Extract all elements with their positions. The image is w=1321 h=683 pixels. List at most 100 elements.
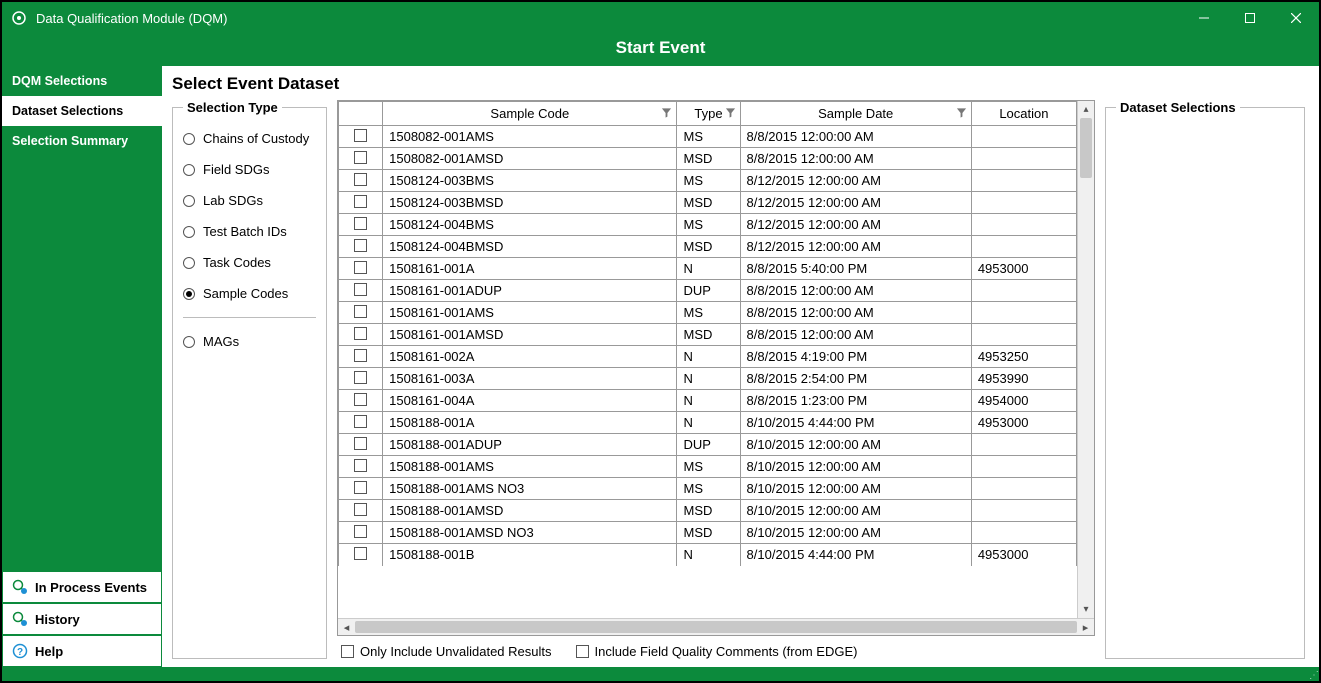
sidebar-item-dataset-selections[interactable]: Dataset Selections [2, 96, 162, 126]
cell-location: 4954000 [971, 390, 1076, 412]
row-checkbox[interactable] [354, 547, 367, 560]
table-row[interactable]: 1508188-001AMS NO3MS8/10/2015 12:00:00 A… [339, 478, 1077, 500]
cell-sample-date: 8/10/2015 4:44:00 PM [740, 544, 971, 566]
table-row[interactable]: 1508188-001AMSD NO3MSD8/10/2015 12:00:00… [339, 522, 1077, 544]
filter-icon[interactable] [725, 106, 736, 121]
column-header-code[interactable]: Sample Code [383, 102, 677, 126]
bottom-options: Only Include Unvalidated Results Include… [337, 636, 1095, 659]
table-row[interactable]: 1508124-003BMSMS8/12/2015 12:00:00 AM [339, 170, 1077, 192]
table-row[interactable]: 1508161-003AN8/8/2015 2:54:00 PM4953990 [339, 368, 1077, 390]
scroll-thumb[interactable] [1080, 118, 1092, 178]
row-checkbox[interactable] [354, 503, 367, 516]
sidebar-item-selection-summary[interactable]: Selection Summary [2, 126, 162, 156]
row-checkbox[interactable] [354, 239, 367, 252]
table-row[interactable]: 1508161-004AN8/8/2015 1:23:00 PM4954000 [339, 390, 1077, 412]
selection-type-divider [183, 317, 316, 318]
row-checkbox[interactable] [354, 393, 367, 406]
row-checkbox[interactable] [354, 371, 367, 384]
table-row[interactable]: 1508188-001AMSMS8/10/2015 12:00:00 AM [339, 456, 1077, 478]
cell-sample-date: 8/8/2015 5:40:00 PM [740, 258, 971, 280]
row-checkbox[interactable] [354, 525, 367, 538]
minimize-button[interactable] [1181, 2, 1227, 34]
maximize-button[interactable] [1227, 2, 1273, 34]
table-row[interactable]: 1508188-001BN8/10/2015 4:44:00 PM4953000 [339, 544, 1077, 566]
row-checkbox[interactable] [354, 195, 367, 208]
cell-type: N [677, 346, 740, 368]
scroll-right-icon[interactable]: ▸ [1077, 621, 1094, 634]
radio-mags[interactable]: MAGs [183, 326, 316, 357]
table-row[interactable]: 1508161-001AN8/8/2015 5:40:00 PM4953000 [339, 258, 1077, 280]
scroll-up-icon[interactable]: ▴ [1078, 101, 1094, 118]
radio-test-batch-ids[interactable]: Test Batch IDs [183, 216, 316, 247]
sidebar-item-dqm-selections[interactable]: DQM Selections [2, 66, 162, 96]
statusbar: ⋰ [2, 667, 1319, 681]
cell-type: MS [677, 170, 740, 192]
selection-type-legend: Selection Type [183, 100, 282, 115]
cell-sample-date: 8/10/2015 12:00:00 AM [740, 456, 971, 478]
radio-sample-codes[interactable]: Sample Codes [183, 278, 316, 309]
row-checkbox[interactable] [354, 305, 367, 318]
row-checkbox[interactable] [354, 459, 367, 472]
cell-sample-date: 8/10/2015 12:00:00 AM [740, 522, 971, 544]
row-checkbox[interactable] [354, 217, 367, 230]
data-grid[interactable]: Sample CodeTypeSample DateLocation 15080… [338, 101, 1077, 566]
grid-panel: Sample CodeTypeSample DateLocation 15080… [337, 100, 1095, 659]
scroll-down-icon[interactable]: ▾ [1078, 601, 1094, 618]
resize-grip-icon[interactable]: ⋰ [1309, 670, 1317, 681]
cell-sample-date: 8/8/2015 12:00:00 AM [740, 324, 971, 346]
close-button[interactable] [1273, 2, 1319, 34]
only-unvalidated-checkbox[interactable]: Only Include Unvalidated Results [341, 644, 552, 659]
hscroll-thumb[interactable] [355, 621, 1077, 633]
table-row[interactable]: 1508161-001AMSDMSD8/8/2015 12:00:00 AM [339, 324, 1077, 346]
row-checkbox[interactable] [354, 129, 367, 142]
cell-sample-code: 1508188-001ADUP [383, 434, 677, 456]
table-row[interactable]: 1508082-001AMSMS8/8/2015 12:00:00 AM [339, 126, 1077, 148]
cell-sample-date: 8/10/2015 12:00:00 AM [740, 434, 971, 456]
table-row[interactable]: 1508188-001ADUPDUP8/10/2015 12:00:00 AM [339, 434, 1077, 456]
column-header-type[interactable]: Type [677, 102, 740, 126]
table-row[interactable]: 1508161-001AMSMS8/8/2015 12:00:00 AM [339, 302, 1077, 324]
cell-sample-code: 1508188-001B [383, 544, 677, 566]
radio-field-sdgs[interactable]: Field SDGs [183, 154, 316, 185]
radio-task-codes[interactable]: Task Codes [183, 247, 316, 278]
row-checkbox[interactable] [354, 151, 367, 164]
sidebar-link-in-process-events[interactable]: In Process Events [2, 571, 162, 603]
row-checkbox[interactable] [354, 283, 367, 296]
table-row[interactable]: 1508082-001AMSDMSD8/8/2015 12:00:00 AM [339, 148, 1077, 170]
table-row[interactable]: 1508188-001AMSDMSD8/10/2015 12:00:00 AM [339, 500, 1077, 522]
row-checkbox[interactable] [354, 437, 367, 450]
column-header-loc[interactable]: Location [971, 102, 1076, 126]
row-checkbox[interactable] [354, 327, 367, 340]
cell-sample-date: 8/10/2015 12:00:00 AM [740, 500, 971, 522]
column-header-date[interactable]: Sample Date [740, 102, 971, 126]
cell-type: DUP [677, 434, 740, 456]
scroll-left-icon[interactable]: ◂ [338, 621, 355, 634]
row-checkbox[interactable] [354, 173, 367, 186]
sidebar-link-help[interactable]: ?Help [2, 635, 162, 667]
row-checkbox[interactable] [354, 261, 367, 274]
row-checkbox[interactable] [354, 415, 367, 428]
table-row[interactable]: 1508161-001ADUPDUP8/8/2015 12:00:00 AM [339, 280, 1077, 302]
table-row[interactable]: 1508124-004BMSMS8/12/2015 12:00:00 AM [339, 214, 1077, 236]
table-row[interactable]: 1508188-001AN8/10/2015 4:44:00 PM4953000 [339, 412, 1077, 434]
history-icon [11, 610, 29, 628]
table-row[interactable]: 1508124-003BMSDMSD8/12/2015 12:00:00 AM [339, 192, 1077, 214]
vertical-scrollbar[interactable]: ▴ ▾ [1077, 101, 1094, 618]
row-checkbox[interactable] [354, 349, 367, 362]
include-field-quality-checkbox[interactable]: Include Field Quality Comments (from EDG… [576, 644, 858, 659]
page-title: Select Event Dataset [172, 74, 1305, 94]
radio-chains-of-custody[interactable]: Chains of Custody [183, 123, 316, 154]
horizontal-scrollbar[interactable]: ◂ ▸ [338, 618, 1094, 635]
filter-icon[interactable] [661, 106, 672, 121]
table-row[interactable]: 1508161-002AN8/8/2015 4:19:00 PM4953250 [339, 346, 1077, 368]
sidebar-link-history[interactable]: History [2, 603, 162, 635]
table-row[interactable]: 1508124-004BMSDMSD8/12/2015 12:00:00 AM [339, 236, 1077, 258]
radio-lab-sdgs[interactable]: Lab SDGs [183, 185, 316, 216]
column-header-check[interactable] [339, 102, 383, 126]
row-checkbox[interactable] [354, 481, 367, 494]
cell-sample-date: 8/12/2015 12:00:00 AM [740, 236, 971, 258]
filter-icon[interactable] [956, 106, 967, 121]
cell-type: MSD [677, 236, 740, 258]
cell-location: 4953000 [971, 544, 1076, 566]
cell-type: MS [677, 456, 740, 478]
